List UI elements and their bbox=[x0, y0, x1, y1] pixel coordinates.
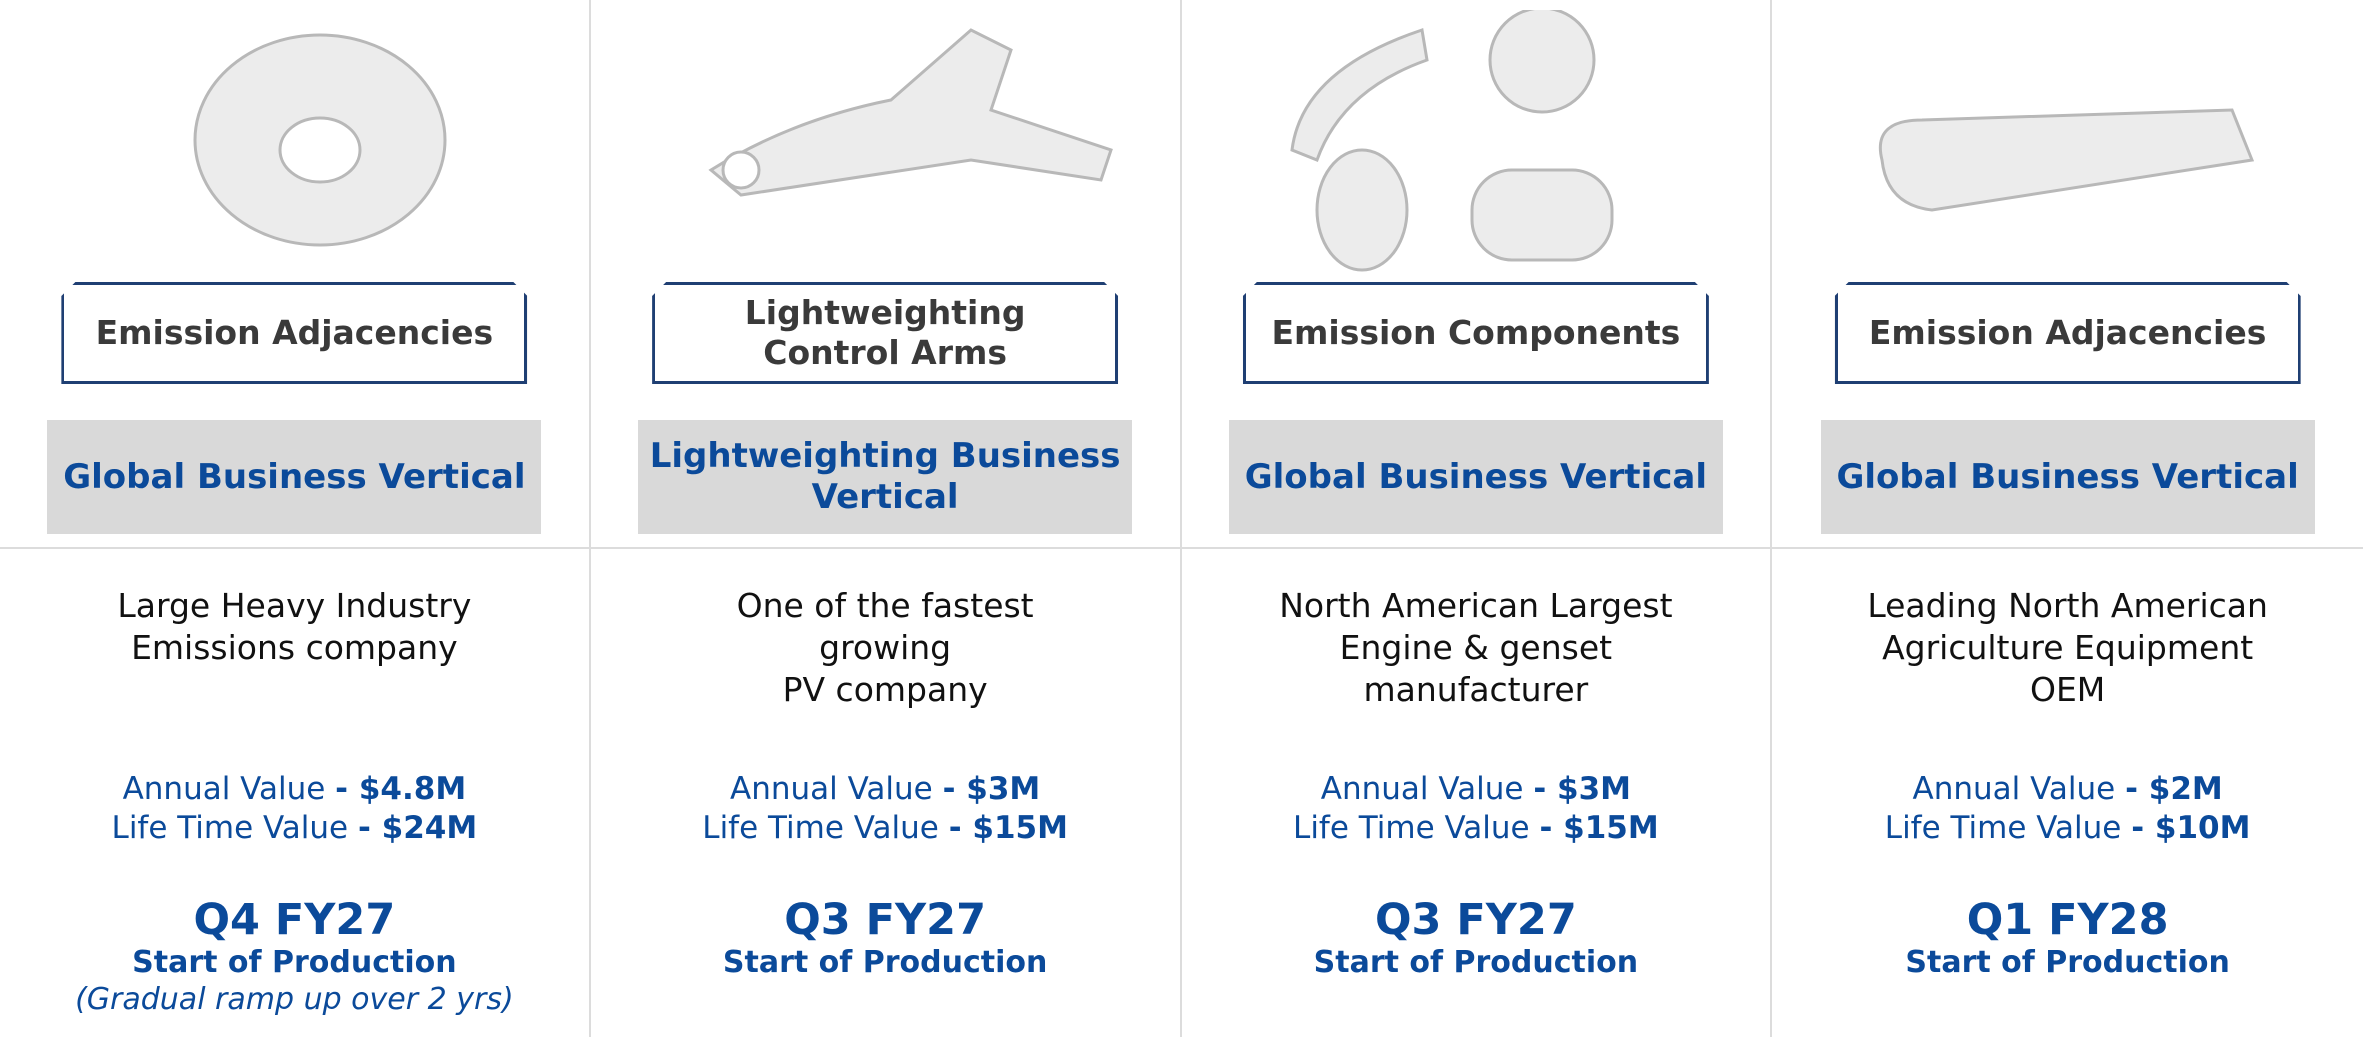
milestone: Start of Production bbox=[1313, 945, 1639, 980]
description-line: One of the fastest bbox=[736, 586, 1034, 625]
annual-value: - $4.8M bbox=[335, 771, 467, 807]
annual-value: - $3M bbox=[942, 771, 1041, 807]
product-image bbox=[708, 28, 1113, 197]
product-column: Emission Components Global Business Verti… bbox=[1182, 0, 1773, 1037]
part-shape bbox=[278, 116, 362, 184]
annual-row: Annual Value - $2M bbox=[1772, 770, 2363, 809]
category-tag: Emission Components bbox=[1243, 282, 1709, 384]
annual-value: - $2M bbox=[2125, 771, 2223, 807]
category-tag: Lightweighting Control Arms bbox=[652, 282, 1118, 384]
part-shape bbox=[1289, 28, 1429, 162]
annual-row: Annual Value - $3M bbox=[1182, 770, 1771, 809]
description-line: Agriculture Equipment bbox=[1882, 628, 2254, 667]
category-tag: Emission Adjacencies bbox=[61, 282, 527, 384]
lifetime-row: Life Time Value - $10M bbox=[1772, 809, 2363, 848]
vertical-box: Global Business Vertical bbox=[47, 420, 542, 534]
description: One of the fastest growing PV company bbox=[591, 585, 1180, 711]
part-shape bbox=[1470, 168, 1613, 262]
annual-value: - $3M bbox=[1533, 771, 1631, 807]
annual-label: Annual Value bbox=[729, 771, 933, 807]
production: Q3 FY27 Start of Production bbox=[1182, 895, 1771, 981]
annual-label: Annual Value bbox=[122, 771, 326, 807]
vertical-label: Global Business Vertical bbox=[63, 456, 526, 497]
lifetime-row: Life Time Value - $15M bbox=[591, 809, 1180, 848]
vertical-label: Global Business Vertical bbox=[1244, 456, 1707, 497]
lifetime-label: Life Time Value bbox=[1293, 810, 1530, 846]
part-shape bbox=[1315, 148, 1408, 272]
vertical-box: Global Business Vertical bbox=[1820, 420, 2315, 534]
part-shape bbox=[708, 28, 1113, 197]
annual-label: Annual Value bbox=[1912, 771, 2116, 807]
row-divider bbox=[0, 547, 2363, 549]
category-tag: Emission Adjacencies bbox=[1835, 282, 2301, 384]
tag-line: Lightweighting bbox=[744, 293, 1026, 332]
quarter: Q3 FY27 bbox=[1374, 895, 1577, 945]
description-line: North American Largest bbox=[1279, 586, 1673, 625]
part-shape bbox=[1488, 10, 1595, 114]
values: Annual Value - $4.8M Life Time Value - $2… bbox=[0, 770, 589, 848]
vertical-box: Global Business Vertical bbox=[1228, 420, 1723, 534]
lifetime-row: Life Time Value - $24M bbox=[0, 809, 589, 848]
lifetime-label: Life Time Value bbox=[111, 810, 349, 846]
lifetime-value: - $10M bbox=[2131, 810, 2251, 846]
production: Q3 FY27 Start of Production bbox=[591, 895, 1180, 981]
quarter: Q4 FY27 bbox=[193, 895, 396, 945]
description-line: OEM bbox=[2029, 670, 2106, 709]
milestone: Start of Production bbox=[722, 945, 1048, 980]
vertical-label: Lightweighting Business Vertical bbox=[649, 436, 1121, 517]
note: (Gradual ramp up over 2 yrs) bbox=[75, 982, 514, 1017]
description-line: Engine & genset bbox=[1339, 628, 1613, 667]
values: Annual Value - $3M Life Time Value - $15M bbox=[591, 770, 1180, 848]
annual-label: Annual Value bbox=[1320, 771, 1524, 807]
product-column: Emission Adjacencies Global Business Vert… bbox=[0, 0, 591, 1037]
lifetime-label: Life Time Value bbox=[702, 810, 939, 846]
description-line: PV company bbox=[782, 670, 988, 709]
values: Annual Value - $2M Life Time Value - $10M bbox=[1772, 770, 2363, 848]
tag-line: Emission Adjacencies bbox=[1868, 313, 2267, 352]
annual-row: Annual Value - $3M bbox=[591, 770, 1180, 809]
lifetime-label: Life Time Value bbox=[1884, 810, 2122, 846]
description: Leading North American Agriculture Equipm… bbox=[1772, 585, 2363, 711]
description-line: Large Heavy Industry bbox=[117, 586, 472, 625]
description: North American Largest Engine & genset man… bbox=[1182, 585, 1771, 711]
product-column: Lightweighting Control Arms Lightweighting… bbox=[591, 0, 1182, 1037]
tag-line: Emission Components bbox=[1271, 313, 1681, 352]
quarter: Q3 FY27 bbox=[784, 895, 987, 945]
lifetime-value: - $15M bbox=[948, 810, 1068, 846]
description-line: Leading North American bbox=[1867, 586, 2268, 625]
milestone: Start of Production bbox=[132, 945, 457, 980]
annual-row: Annual Value - $4.8M bbox=[0, 770, 589, 809]
description: Large Heavy Industry Emissions company bbox=[0, 585, 589, 669]
production: Q1 FY28 Start of Production bbox=[1772, 895, 2363, 981]
production: Q4 FY27 Start of Production (Gradual ramp … bbox=[0, 895, 589, 1019]
description-line: manufacturer bbox=[1363, 670, 1589, 709]
values: Annual Value - $3M Life Time Value - $15M bbox=[1182, 770, 1771, 848]
description-line: Emissions company bbox=[131, 628, 458, 667]
tag-line: Emission Adjacencies bbox=[95, 313, 494, 352]
product-image bbox=[1879, 108, 2255, 212]
part-shape bbox=[1879, 108, 2255, 212]
milestone: Start of Production bbox=[1905, 945, 2230, 980]
lifetime-value: - $15M bbox=[1539, 810, 1659, 846]
vertical-box: Lightweighting Business Vertical bbox=[638, 420, 1133, 534]
tag-line: Control Arms bbox=[763, 333, 1007, 372]
quarter: Q1 FY28 bbox=[1966, 895, 2169, 945]
product-image bbox=[193, 33, 447, 247]
lifetime-row: Life Time Value - $15M bbox=[1182, 809, 1771, 848]
part-shape bbox=[721, 150, 761, 190]
product-image bbox=[1289, 10, 1613, 272]
product-column: Emission Adjacencies Global Business Vert… bbox=[1772, 0, 2363, 1037]
description-line: growing bbox=[819, 628, 952, 667]
vertical-label: Global Business Vertical bbox=[1836, 456, 2299, 497]
lifetime-value: - $24M bbox=[357, 810, 478, 846]
